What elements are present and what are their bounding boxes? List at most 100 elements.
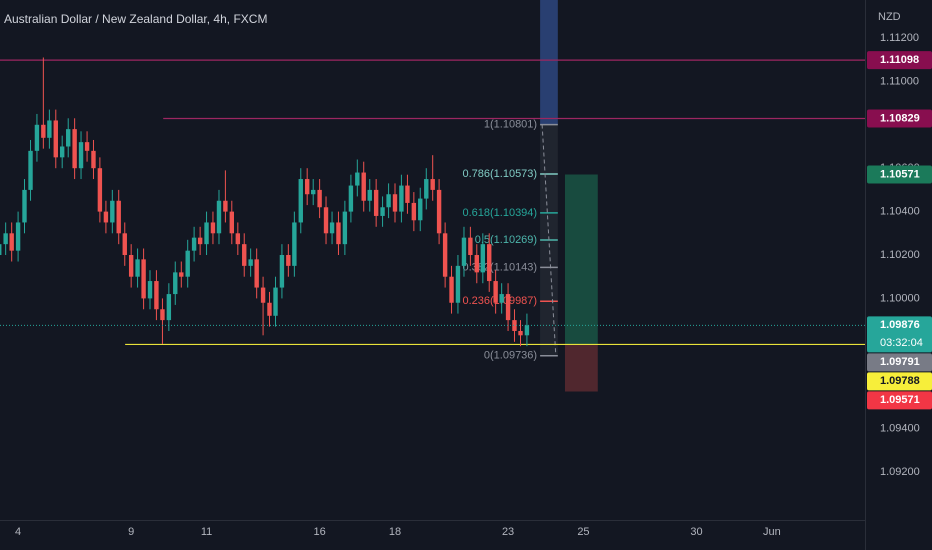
fib-label: 0.382(1.10143) [462, 261, 537, 273]
candle-body [323, 207, 329, 234]
target-zone [564, 174, 598, 345]
fib-label: 0.5(1.10269) [475, 234, 537, 246]
candle-body [147, 281, 153, 299]
candle-body [292, 222, 297, 266]
price-badge-label: 1.09571 [880, 394, 920, 406]
candle-body [499, 294, 504, 303]
price-badge-label: 1.09788 [880, 375, 920, 387]
y-tick-label: 1.10400 [880, 206, 920, 218]
price-badge [867, 165, 932, 184]
fib-label: 1(1.10801) [484, 118, 537, 130]
candle-body [185, 250, 190, 277]
candle-body [91, 150, 96, 169]
fib-trend [541, 124, 557, 356]
candle-body [135, 259, 140, 277]
candle-body [9, 233, 14, 251]
candle-body [41, 124, 46, 138]
price-badge [867, 391, 932, 410]
candle-body [493, 281, 498, 303]
candle-body [512, 320, 517, 331]
candle-body [103, 211, 109, 223]
candle-body [298, 179, 303, 223]
candle-body [304, 179, 310, 195]
candle-body [260, 287, 266, 303]
countdown: 03:32:04 [880, 337, 923, 349]
candle-body [204, 222, 209, 245]
candle-body [348, 185, 354, 212]
candle-body [449, 276, 454, 303]
candle-body [442, 233, 448, 277]
candle-body [53, 120, 58, 158]
candle-body [405, 185, 410, 203]
candle-body [59, 146, 65, 158]
candle-body [273, 287, 278, 316]
time-highlight [540, 0, 558, 125]
candle-body [223, 200, 228, 212]
candle-body [286, 255, 291, 266]
y-tick-label: 1.11000 [880, 75, 919, 87]
candle-body [336, 222, 341, 245]
x-tick-label: Jun [763, 526, 781, 538]
candle-body [505, 294, 511, 321]
candle-body [474, 255, 479, 273]
candle-body [242, 244, 247, 266]
candle-body [154, 281, 159, 310]
candle-body [141, 259, 146, 299]
candle-body [84, 142, 90, 151]
y-tick-label: 1.09400 [880, 423, 920, 435]
candle-body [248, 259, 253, 266]
plot-area: 1(1.10801) 0.786(1.10573) 0.618(1.10394) 0.… [0, 0, 865, 392]
candle-body [235, 233, 241, 245]
candle-body [418, 198, 423, 221]
candle-body [34, 124, 40, 151]
x-tick-label: 11 [201, 526, 212, 538]
candle-body [392, 194, 398, 212]
candle-body [160, 309, 165, 321]
candle-body [166, 294, 172, 321]
stop-zone [564, 344, 598, 392]
candle-body [386, 194, 391, 208]
candle-body [0, 244, 2, 256]
candle-body [28, 150, 33, 190]
candle-body [342, 211, 348, 245]
candle-body [97, 168, 103, 212]
x-tick-label: 23 [502, 526, 514, 538]
x-tick-label: 30 [690, 526, 702, 538]
candle-body [524, 325, 530, 336]
candle-body [436, 189, 442, 234]
candle-body [254, 259, 259, 288]
candle-body [3, 233, 8, 245]
candle-body [468, 237, 473, 256]
candle-body [329, 222, 335, 234]
price-badge-label: 1.10829 [880, 112, 920, 124]
price-badge-label: 1.09791 [880, 356, 920, 368]
candle-body [15, 222, 21, 251]
candle-body [216, 200, 222, 234]
candle-body [487, 244, 492, 282]
candle-body [78, 142, 84, 169]
price-badge [867, 353, 932, 372]
candle-body [367, 189, 372, 201]
candle-body [430, 179, 435, 190]
chart-title: Australian Dollar / New Zealand Dollar, … [4, 12, 267, 26]
y-tick-label: 1.09200 [880, 466, 920, 478]
candle-body [311, 189, 316, 195]
fib-label: 0(1.09736) [484, 350, 537, 362]
y-tick-label: 1.11200 [880, 32, 919, 44]
candle-body [455, 265, 461, 303]
candle-body [355, 172, 360, 186]
candle-body [173, 272, 178, 295]
candle-body [128, 255, 134, 277]
price-badge [867, 109, 932, 128]
candle-body [361, 172, 366, 201]
candle-body [210, 222, 216, 234]
currency-label: NZD [878, 11, 901, 23]
candle-body [380, 207, 385, 216]
price-badge [867, 316, 932, 353]
price-badge-label: 1.10571 [880, 168, 920, 180]
price-badge-label: 1.09876 [880, 319, 920, 331]
candle-body [22, 189, 27, 223]
x-tick-label: 4 [15, 526, 21, 538]
